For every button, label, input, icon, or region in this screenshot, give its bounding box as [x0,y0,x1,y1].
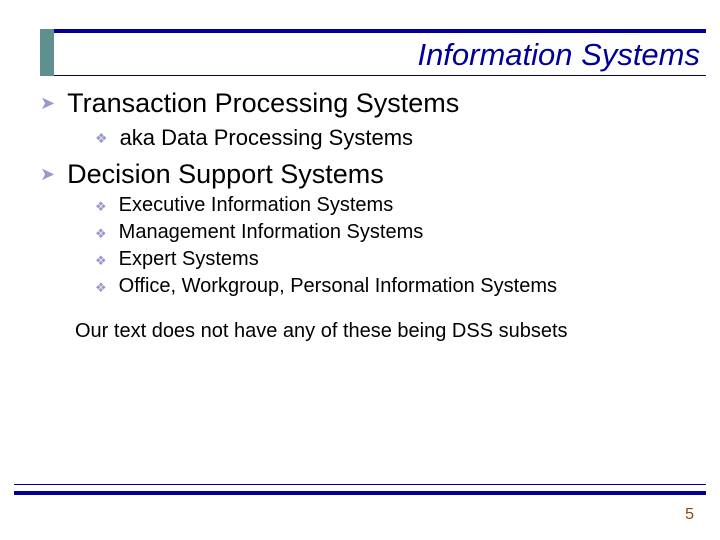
bullet-text: Decision Support Systems [67,159,384,190]
accent-bar [40,29,54,76]
bullet-text: Executive Information Systems [119,194,394,217]
bullet-text: Expert Systems [119,248,259,271]
slide-title: Information Systems [417,37,700,73]
bullet-level2: ❖ Management Information Systems [95,221,690,244]
bottom-rule-thick [14,491,706,495]
bullet-text: Transaction Processing Systems [67,88,459,119]
diamond-icon: ❖ [95,199,107,215]
bullet-level1: ➤ Decision Support Systems [40,159,690,190]
bullet-level1: ➤ Transaction Processing Systems [40,88,690,119]
top-rule-thick [54,29,706,33]
page-number: 5 [685,506,694,524]
content-area: ➤ Transaction Processing Systems ❖ aka D… [40,80,690,343]
bullet-level2: ❖ Expert Systems [95,248,690,271]
bullet-level2: ❖ Office, Workgroup, Personal Informatio… [95,275,690,298]
bullet-level2: ❖ Executive Information Systems [95,194,690,217]
bullet-text: Office, Workgroup, Personal Information … [119,275,557,298]
diamond-icon: ❖ [95,226,107,242]
arrow-icon: ➤ [40,164,55,185]
top-rule-thin [54,75,706,76]
diamond-icon: ❖ [95,130,108,147]
diamond-icon: ❖ [95,280,107,296]
bullet-text: Management Information Systems [119,221,424,244]
bottom-rule-thin [14,484,706,485]
footnote-text: Our text does not have any of these bein… [75,320,690,343]
arrow-icon: ➤ [40,93,55,114]
diamond-icon: ❖ [95,253,107,269]
bullet-text: aka Data Processing Systems [120,125,413,151]
bullet-level2: ❖ aka Data Processing Systems [95,125,690,151]
slide: Information Systems ➤ Transaction Proces… [0,0,720,540]
